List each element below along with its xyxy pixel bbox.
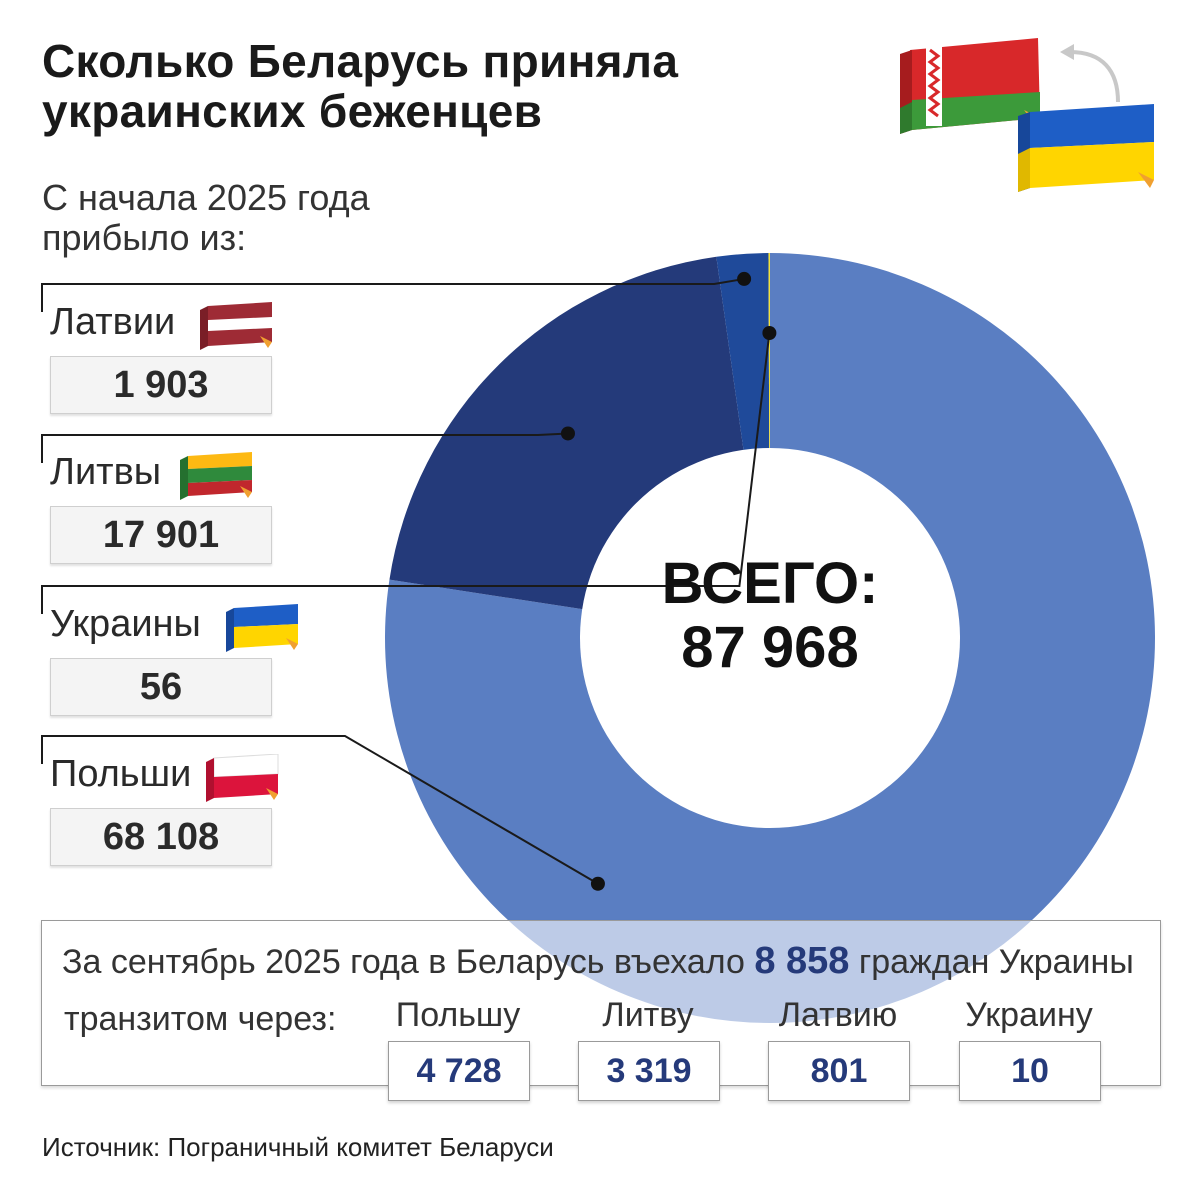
transit-label-poland: Польшу bbox=[395, 996, 521, 1034]
total-value: 87 968 bbox=[681, 615, 859, 680]
transit-label-ukraine: Украину bbox=[965, 996, 1093, 1034]
belarus-flag-icon bbox=[900, 38, 1040, 134]
transit-value-latvia: 801 bbox=[768, 1041, 910, 1101]
transit-label-latvia: Латвию bbox=[778, 996, 898, 1034]
donut-hole bbox=[580, 448, 960, 828]
september-box: За сентябрь 2025 года в Беларусь въехало… bbox=[41, 920, 1161, 1101]
value-poland: 68 108 bbox=[50, 808, 272, 866]
leader-dot-2 bbox=[762, 326, 777, 341]
country-name-ukraine: Украины bbox=[50, 603, 201, 645]
belarus-ukraine-flags-icon bbox=[900, 38, 1154, 192]
september-number: 8 858 bbox=[754, 940, 850, 982]
september-text-before: За сентябрь 2025 года в Беларусь въехало bbox=[62, 943, 745, 981]
leader-line-0 bbox=[41, 277, 745, 312]
leader-dots bbox=[560, 271, 777, 891]
ukraine-flag-icon bbox=[226, 604, 298, 652]
transit-lithuania: Литву 3 319 bbox=[578, 995, 720, 1101]
total-label-line-1: ВСЕГО: bbox=[661, 551, 879, 616]
subtitle: С начала 2025 года прибыло из: bbox=[42, 178, 462, 258]
total-label: ВСЕГО: 87 968 bbox=[580, 552, 960, 680]
september-text-after: граждан Украины bbox=[858, 943, 1134, 981]
subtitle-line-1: С начала 2025 года bbox=[42, 177, 370, 218]
donut-slice-3 bbox=[768, 253, 770, 638]
title-line-2: украинских беженцев bbox=[42, 85, 543, 137]
leader-dot-3 bbox=[590, 876, 605, 891]
lithuania-flag-icon bbox=[180, 452, 252, 500]
subtitle-line-2: прибыло из: bbox=[42, 217, 247, 258]
transit-value-lithuania: 3 319 bbox=[578, 1041, 720, 1101]
country-name-poland: Польши bbox=[50, 753, 192, 795]
country-name-lithuania: Литвы bbox=[50, 451, 162, 493]
value-lithuania: 17 901 bbox=[50, 506, 272, 564]
transit-ukraine: Украину 10 bbox=[959, 995, 1101, 1101]
source-note: Источник: Пограничный комитет Беларуси bbox=[42, 1132, 554, 1162]
transit-value-poland: 4 728 bbox=[388, 1041, 530, 1101]
latvia-flag-icon bbox=[200, 302, 272, 350]
transit-poland: Польшу 4 728 bbox=[388, 995, 530, 1101]
country-name-latvia: Латвии bbox=[50, 301, 176, 343]
poland-flag-icon bbox=[206, 754, 279, 802]
arrow-icon bbox=[1069, 50, 1120, 103]
transit-label: транзитом через: bbox=[64, 1000, 337, 1038]
leader-lines bbox=[41, 277, 771, 885]
september-sentence: За сентябрь 2025 года в Беларусь въехало… bbox=[62, 941, 1134, 982]
ukraine-flag-icon bbox=[1018, 104, 1154, 192]
leader-line-1 bbox=[41, 432, 569, 463]
transit-latvia: Латвию 801 bbox=[768, 995, 910, 1101]
value-latvia: 1 903 bbox=[50, 356, 272, 414]
page-title: Сколько Беларусь приняла украинских беже… bbox=[42, 36, 862, 136]
leader-line-2 bbox=[41, 332, 771, 614]
leader-line-3 bbox=[41, 735, 599, 885]
leader-dot-1 bbox=[560, 426, 575, 441]
title-line-1: Сколько Беларусь приняла bbox=[42, 35, 679, 87]
transit-label-lithuania: Литву bbox=[602, 996, 694, 1034]
leader-dot-0 bbox=[737, 271, 752, 286]
transit-value-ukraine: 10 bbox=[959, 1041, 1101, 1101]
value-ukraine: 56 bbox=[50, 658, 272, 716]
